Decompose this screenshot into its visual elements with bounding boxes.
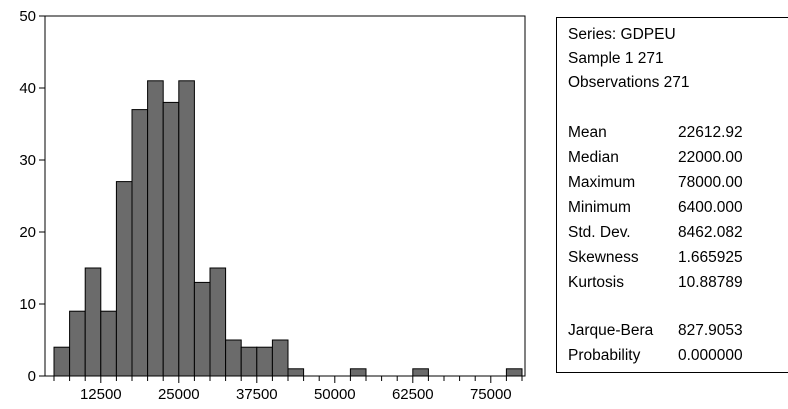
histogram-bar [349, 368, 367, 377]
stat-value-skewness: 1.665925 [678, 249, 743, 266]
histogram-bar [53, 346, 71, 377]
y-tick-label: 20 [19, 224, 36, 241]
x-tick-label: 62500 [392, 386, 434, 403]
histogram-bar [271, 339, 289, 377]
histogram-bar [162, 101, 180, 377]
histogram-bar [412, 368, 429, 377]
x-tick-label: 75000 [470, 386, 512, 403]
y-axis: 0 10 20 30 40 50 [19, 8, 45, 385]
histogram-bar [147, 80, 164, 377]
histogram-bar [115, 181, 133, 377]
histogram-bar [287, 368, 305, 377]
stat-label-probability: Probability [568, 347, 641, 364]
x-tick-label: 12500 [80, 386, 122, 403]
histogram-bar [69, 310, 86, 377]
stat-label-jarque-bera: Jarque-Bera [568, 322, 654, 339]
histogram-bar [193, 281, 211, 377]
stat-value-minimum: 6400.000 [678, 199, 743, 216]
stat-value-jarque-bera: 827.9053 [678, 322, 743, 339]
descriptive-statistics-panel: Series: GDPEU Sample 1 271 Observations … [556, 17, 788, 373]
sample-range: Sample 1 271 [568, 50, 664, 67]
stat-label-median: Median [568, 149, 619, 166]
stat-value-maximum: 78000.00 [678, 174, 743, 191]
histogram-bar [178, 80, 195, 377]
series-name: Series: GDPEU [568, 26, 676, 43]
histogram-bar [209, 267, 227, 377]
y-tick-label: 30 [19, 152, 36, 169]
histogram-chart: 0 10 20 30 40 50 12500 25000 37500 50000 62500 750… [19, 8, 526, 403]
x-tick-label: 50000 [314, 386, 356, 403]
histogram-bar [84, 267, 102, 377]
histogram-bar [225, 339, 242, 377]
stat-label-kurtosis: Kurtosis [568, 274, 624, 291]
histogram-bars [53, 80, 523, 377]
x-tick-label: 37500 [236, 386, 278, 403]
stat-value-std-dev: 8462.082 [678, 224, 743, 241]
observations-count: Observations 271 [568, 74, 690, 91]
x-axis: 12500 25000 37500 50000 62500 75000 [53, 376, 523, 403]
stat-label-maximum: Maximum [568, 174, 636, 191]
stat-label-mean: Mean [568, 124, 607, 141]
stat-label-std-dev: Std. Dev. [568, 224, 631, 241]
y-tick-label: 0 [28, 368, 36, 385]
histogram-bar [505, 368, 523, 377]
stat-value-probability: 0.000000 [678, 347, 743, 364]
y-tick-label: 10 [19, 296, 36, 313]
y-tick-label: 40 [19, 80, 36, 97]
stat-label-minimum: Minimum [568, 199, 631, 216]
x-tick-label: 25000 [158, 386, 200, 403]
stat-value-mean: 22612.92 [678, 124, 743, 141]
stat-value-median: 22000.00 [678, 149, 743, 166]
stat-label-skewness: Skewness [568, 249, 639, 266]
plot-frame [44, 15, 526, 377]
histogram-bar [131, 109, 149, 377]
histogram-bar [100, 310, 117, 377]
y-tick-label: 50 [19, 8, 36, 25]
stat-value-kurtosis: 10.88789 [678, 274, 743, 291]
histogram-bar [240, 346, 258, 377]
histogram-bar [256, 346, 273, 377]
